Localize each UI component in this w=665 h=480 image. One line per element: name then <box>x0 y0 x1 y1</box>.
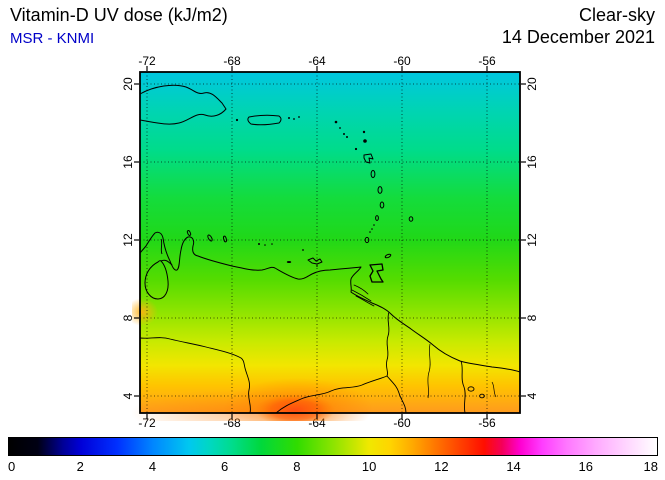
venezuela-guyana-border <box>385 311 390 377</box>
orinoco-delta-channels <box>351 284 375 307</box>
lake-maracaibo-outline <box>144 259 173 300</box>
inland-lake <box>467 386 475 392</box>
graticule <box>140 72 520 413</box>
colorbar-tick-label: 2 <box>76 459 84 474</box>
arauca-orinoco-border <box>139 337 251 414</box>
lon-tick-label: -72 <box>138 54 156 68</box>
hispaniola-outline <box>139 84 227 125</box>
colorbar-tick-label: 12 <box>434 459 449 474</box>
venezuela-brazil-border <box>275 375 388 414</box>
date-label: 14 December 2021 <box>501 27 655 47</box>
guyana-suriname-border <box>460 360 466 414</box>
colorbar-tick-label: 0 <box>8 459 16 474</box>
inland-lake <box>479 393 485 399</box>
axis-ticks <box>134 66 526 419</box>
lon-tick-label: -60 <box>393 416 411 430</box>
curacao-outline <box>207 234 213 242</box>
tobago-outline <box>384 253 392 259</box>
colorbar-gradient <box>9 438 657 455</box>
colorbar-labels: 0 2 4 6 8 10 12 14 16 18 <box>8 459 658 475</box>
colorbar-tick-label: 18 <box>643 459 658 474</box>
guyana-brazil-border <box>386 375 407 414</box>
suriname-river <box>491 381 497 398</box>
essequibo-river <box>427 343 431 399</box>
map-panel <box>132 66 526 421</box>
colorbar <box>8 437 658 456</box>
map-frame-border <box>139 71 521 414</box>
bonaire-outline <box>223 235 227 243</box>
trinidad-outline <box>369 263 384 283</box>
colorbar-tick-label: 16 <box>578 459 593 474</box>
lon-tick-label: -56 <box>478 416 496 430</box>
lon-axis-top: -72 -68 -64 -60 -56 <box>138 54 520 68</box>
puerto-rico-outline <box>247 114 282 126</box>
colorbar-tick-label: 8 <box>293 459 301 474</box>
uv-hotspot <box>132 298 373 421</box>
secondary-warm-spot <box>132 298 158 326</box>
guadeloupe-outline <box>363 153 374 164</box>
aruba-outline <box>186 230 192 236</box>
martinique-outline <box>377 186 383 194</box>
colombia-venezuela-border <box>160 238 163 255</box>
lon-tick-label: -56 <box>478 54 496 68</box>
st-vincent-outline <box>375 215 379 221</box>
data-source-label: MSR - KNMI <box>10 30 95 47</box>
uv-field-gradient <box>140 72 520 413</box>
grenada-outline <box>364 236 370 244</box>
colorbar-tick-label: 14 <box>506 459 521 474</box>
colorbar-tick-label: 10 <box>361 459 377 474</box>
colorbar-tick-label: 4 <box>148 459 157 474</box>
country-borders <box>139 238 497 414</box>
margarita-outline <box>307 257 323 265</box>
lon-tick-label: -64 <box>308 54 326 68</box>
lon-tick-label: -60 <box>393 54 411 68</box>
coastlines <box>139 84 521 373</box>
colorbar-tick-label: 6 <box>221 459 229 474</box>
dominica-outline <box>370 169 376 179</box>
map-overlay <box>132 66 526 421</box>
sky-condition-label: Clear-sky <box>578 5 655 25</box>
barbados-outline <box>408 216 414 222</box>
page-title: Vitamin-D UV dose (kJ/m2) <box>10 5 228 25</box>
south-america-coastline <box>139 231 521 373</box>
lesser-antilles-islands <box>235 116 375 267</box>
st-lucia-outline <box>379 201 385 209</box>
lon-tick-label: -68 <box>223 54 241 68</box>
